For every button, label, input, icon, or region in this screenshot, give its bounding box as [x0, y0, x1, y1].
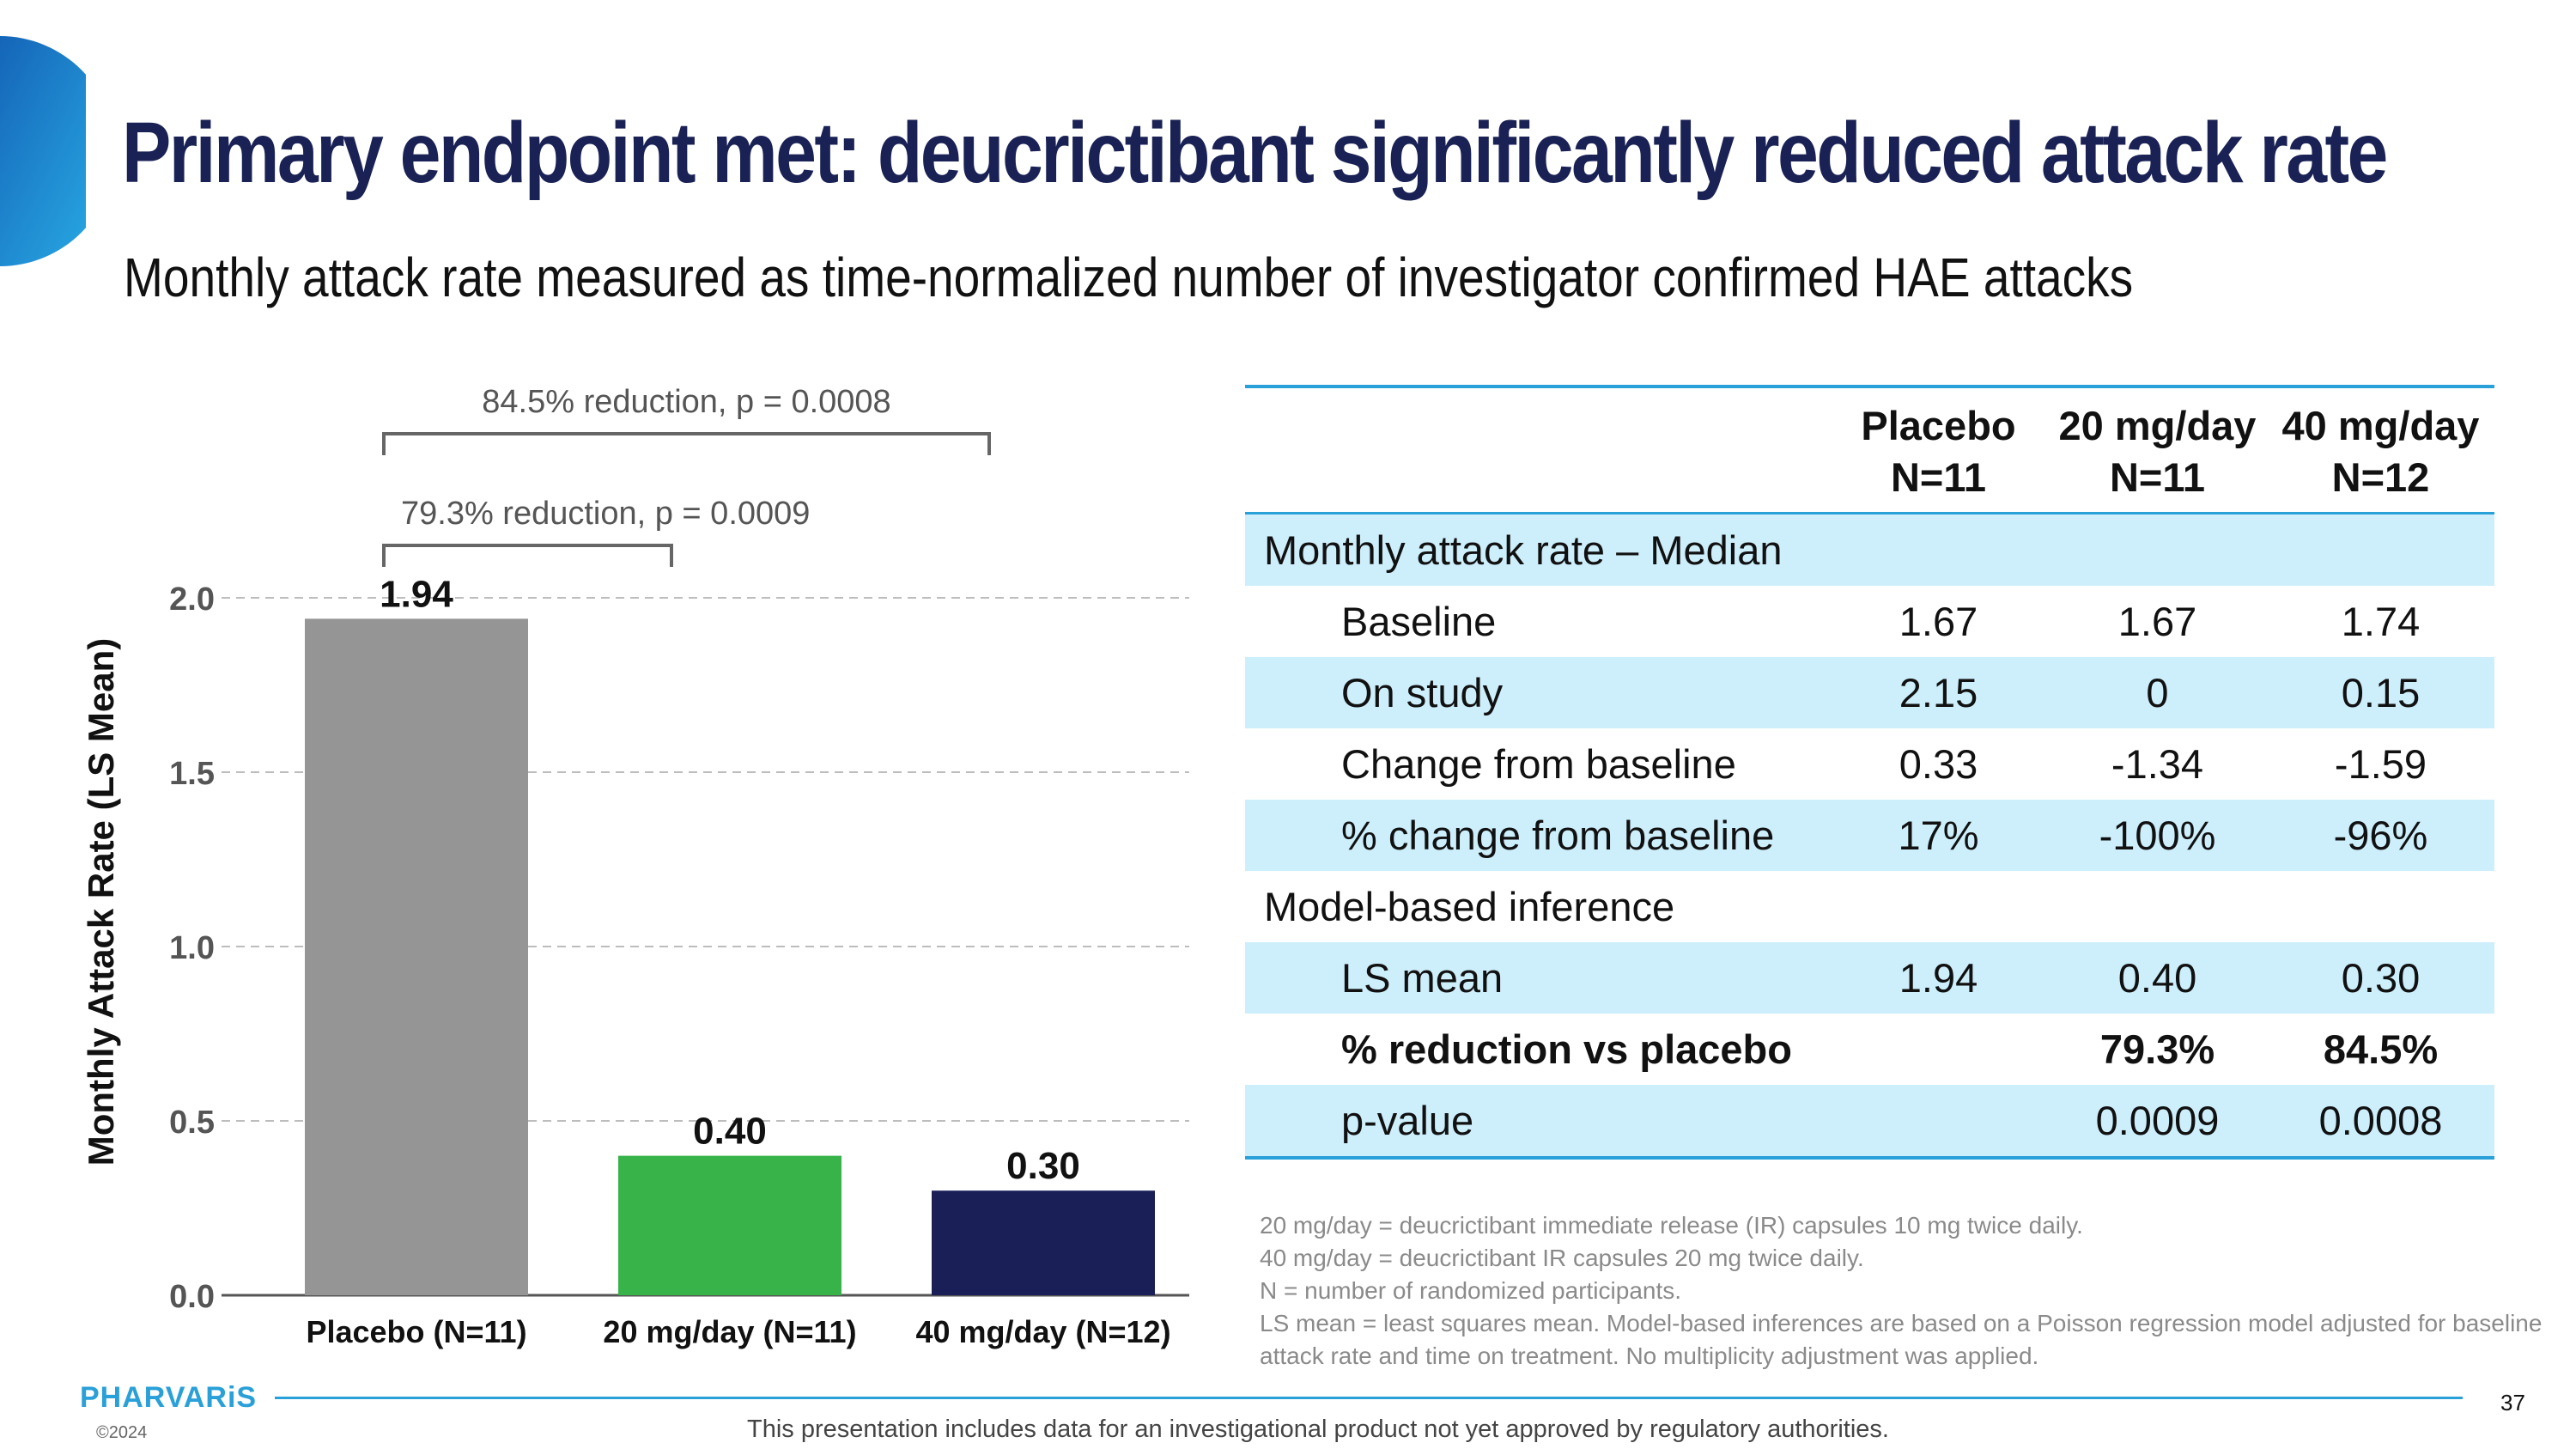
cell-40mg: 0.30 — [2267, 942, 2494, 1014]
cell-40mg: 1.74 — [2341, 599, 2421, 644]
cell-40mg: 0.0008 — [2267, 1085, 2494, 1158]
x-tick-label: 20 mg/day (N=11) — [603, 1314, 856, 1349]
pharvaris-logo: PHARVARiS — [80, 1381, 258, 1414]
table-header-40mg: 40 mg/day N=12 — [2267, 387, 2494, 514]
footnote: N = number of randomized participants. — [1260, 1277, 1682, 1304]
row-label: p-value — [1245, 1085, 1829, 1158]
cell-20mg: -1.34 — [2111, 741, 2204, 787]
slide-subtitle: Monthly attack rate measured as time-nor… — [124, 247, 2134, 308]
table-row: Model-based inference — [1245, 871, 2494, 942]
table-row: Baseline 1.67 1.67 1.74 — [1245, 586, 2494, 657]
row-label: Monthly attack rate – Median — [1245, 513, 1829, 586]
bar-data-label: 1.94 — [380, 573, 453, 615]
cell-20mg: -100% — [2048, 800, 2267, 871]
cell-40mg: -96% — [2267, 800, 2494, 871]
chart-y-axis-label: Monthly Attack Rate (LS Mean) — [81, 638, 121, 1166]
chart-annotations: 84.5% reduction, p = 0.0008 79.3% reducti… — [382, 384, 991, 567]
table-row: % reduction vs placebo 79.3% 84.5% — [1245, 1014, 2494, 1085]
comparison-annotation: 79.3% reduction, p = 0.0009 — [401, 496, 810, 532]
cell-20mg: 1.67 — [2117, 599, 2197, 644]
comparison-bracket — [382, 432, 991, 455]
y-tick-label: 1.0 — [169, 930, 215, 966]
cell-20mg — [2048, 871, 2267, 942]
row-label: LS mean — [1245, 942, 1829, 1014]
cell-20mg: 79.3% — [2099, 1026, 2215, 1072]
cell-40mg: 84.5% — [2323, 1026, 2439, 1072]
row-label: % change from baseline — [1245, 800, 1829, 871]
bar-data-label: 0.30 — [1006, 1145, 1080, 1187]
cell-40mg — [2267, 513, 2494, 586]
cell-40mg: 0.15 — [2267, 657, 2494, 728]
footnote: 40 mg/day = deucrictibant IR capsules 20… — [1260, 1245, 1864, 1271]
table-row: On study 2.15 0 0.15 — [1245, 657, 2494, 728]
cell-placebo: 0.33 — [1899, 741, 1978, 787]
table-header-20mg: 20 mg/day N=11 — [2048, 387, 2267, 514]
cell-placebo: 1.67 — [1899, 599, 1978, 644]
copyright: ©2024 — [96, 1423, 148, 1442]
cell-20mg — [2048, 513, 2267, 586]
results-table: Placebo N=11 20 mg/day N=11 40 mg/day N=12 … — [1245, 385, 2494, 1160]
row-label: Model-based inference — [1264, 884, 1675, 929]
cell-20mg: 0.0009 — [2048, 1085, 2267, 1158]
comparison-annotation: 84.5% reduction, p = 0.0008 — [482, 384, 890, 420]
footnote: LS mean = least squares mean. Model-base… — [1260, 1310, 2543, 1336]
cell-placebo — [1829, 871, 2048, 942]
comparison-bracket — [382, 544, 673, 567]
chart-bars: 1.94 Placebo (N=11) 0.40 20 mg/day (N=11) 0.… — [305, 573, 1171, 1349]
x-tick-label: Placebo (N=11) — [306, 1314, 526, 1349]
page-number: 37 — [2500, 1390, 2525, 1416]
slide-title: Primary endpoint met: deucrictibant sign… — [122, 105, 2388, 201]
table-row: Change from baseline 0.33 -1.34 -1.59 — [1245, 728, 2494, 800]
table-header-placebo: Placebo N=11 — [1829, 387, 2048, 514]
footer-divider — [275, 1397, 2463, 1399]
cell-40mg: -1.59 — [2334, 741, 2427, 787]
y-tick-label: 2.0 — [169, 581, 215, 618]
table-row: % change from baseline 17% -100% -96% — [1245, 800, 2494, 871]
y-tick-label: 1.5 — [169, 756, 215, 792]
bar — [305, 618, 528, 1295]
bar-chart: 0.0 0.5 1.0 1.5 2.0 1.94 Placebo (N=11) 0.40 20… — [81, 384, 1189, 1349]
y-tick-label: 0.0 — [169, 1279, 215, 1315]
table-row: p-value 0.0009 0.0008 — [1245, 1085, 2494, 1158]
row-label: % reduction vs placebo — [1341, 1026, 1792, 1072]
cell-placebo: 1.94 — [1829, 942, 2048, 1014]
bar — [932, 1190, 1155, 1295]
row-label: On study — [1245, 657, 1829, 728]
cell-placebo: 17% — [1829, 800, 2048, 871]
row-label: Baseline — [1341, 599, 1497, 644]
footnote: 20 mg/day = deucrictibant immediate rele… — [1260, 1212, 2083, 1239]
table-header-label — [1245, 387, 1829, 514]
cell-20mg: 0.40 — [2048, 942, 2267, 1014]
table-row: LS mean 1.94 0.40 0.30 — [1245, 942, 2494, 1014]
cell-placebo — [1829, 513, 2048, 586]
bar — [618, 1155, 841, 1295]
cell-20mg: 0 — [2048, 657, 2267, 728]
row-label: Change from baseline — [1341, 741, 1736, 787]
y-tick-label: 0.5 — [169, 1105, 215, 1141]
footnote: attack rate and time on treatment. No mu… — [1260, 1342, 2039, 1369]
table-header-row: Placebo N=11 20 mg/day N=11 40 mg/day N=12 — [1245, 387, 2494, 514]
cell-placebo — [1829, 1085, 2048, 1158]
table-row: Monthly attack rate – Median — [1245, 513, 2494, 586]
x-tick-label: 40 mg/day (N=12) — [915, 1314, 1170, 1349]
corner-arc-decoration — [0, 36, 86, 266]
disclaimer: This presentation includes data for an i… — [747, 1416, 1889, 1443]
footnotes: 20 mg/day = deucrictibant immediate rele… — [1260, 1209, 2543, 1373]
cell-placebo — [1829, 1014, 2048, 1085]
bar-data-label: 0.40 — [693, 1111, 767, 1153]
cell-placebo: 2.15 — [1829, 657, 2048, 728]
cell-40mg — [2267, 871, 2494, 942]
